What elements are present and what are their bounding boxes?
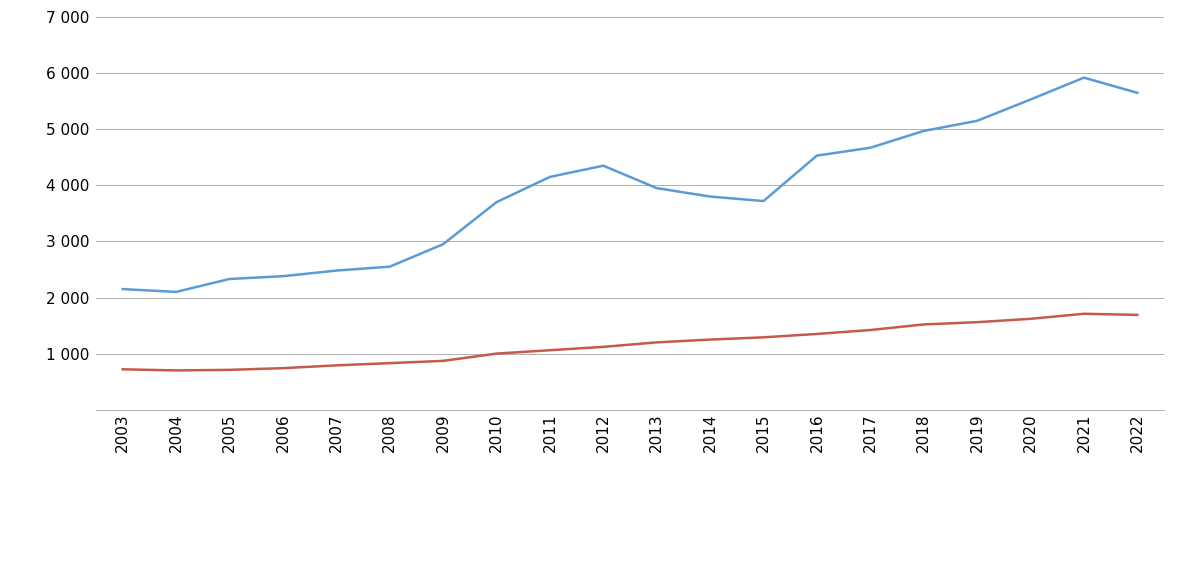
Unge over 18 år med barnevernstiltak bbox=[917, 127, 931, 134]
Unge over 18 år med barnevernstiltak bbox=[490, 199, 504, 205]
Unge over 18 år i fosterheim bbox=[1130, 311, 1145, 318]
Unge over 18 år med barnevernstiltak bbox=[383, 263, 397, 270]
Unge over 18 år i fosterheim bbox=[970, 319, 984, 325]
Unge over 18 år med barnevernstiltak bbox=[863, 145, 877, 151]
Unge over 18 år i fosterheim bbox=[383, 360, 397, 366]
Unge over 18 år med barnevernstiltak bbox=[329, 267, 343, 274]
Unge over 18 år i fosterheim bbox=[169, 367, 184, 374]
Unge over 18 år med barnevernstiltak bbox=[1024, 96, 1038, 103]
Unge over 18 år med barnevernstiltak bbox=[169, 288, 184, 295]
Unge over 18 år med barnevernstiltak bbox=[970, 117, 984, 124]
Unge over 18 år med barnevernstiltak bbox=[115, 286, 130, 292]
Unge over 18 år med barnevernstiltak bbox=[756, 197, 770, 204]
Unge over 18 år i fosterheim bbox=[1024, 315, 1038, 322]
Unge over 18 år i fosterheim bbox=[222, 366, 236, 373]
Unge over 18 år i fosterheim bbox=[490, 350, 504, 357]
Unge over 18 år med barnevernstiltak bbox=[436, 241, 450, 248]
Unge over 18 år med barnevernstiltak bbox=[542, 174, 557, 180]
Unge over 18 år i fosterheim bbox=[542, 347, 557, 354]
Line: Unge over 18 år med barnevernstiltak: Unge over 18 år med barnevernstiltak bbox=[122, 77, 1138, 292]
Unge over 18 år i fosterheim bbox=[756, 334, 770, 341]
Unge over 18 år med barnevernstiltak bbox=[703, 193, 718, 200]
Unge over 18 år i fosterheim bbox=[703, 336, 718, 343]
Unge over 18 år i fosterheim bbox=[863, 327, 877, 333]
Unge over 18 år i fosterheim bbox=[1076, 310, 1091, 317]
Unge over 18 år i fosterheim bbox=[436, 357, 450, 364]
Unge over 18 år med barnevernstiltak bbox=[810, 152, 824, 159]
Line: Unge over 18 år i fosterheim: Unge over 18 år i fosterheim bbox=[122, 314, 1138, 370]
Unge over 18 år i fosterheim bbox=[810, 331, 824, 337]
Unge over 18 år med barnevernstiltak bbox=[1076, 74, 1091, 81]
Unge over 18 år med barnevernstiltak bbox=[596, 162, 611, 169]
Unge over 18 år med barnevernstiltak bbox=[276, 273, 290, 279]
Unge over 18 år i fosterheim bbox=[276, 365, 290, 372]
Unge over 18 år i fosterheim bbox=[917, 321, 931, 328]
Unge over 18 år med barnevernstiltak bbox=[1130, 89, 1145, 96]
Unge over 18 år i fosterheim bbox=[596, 344, 611, 351]
Unge over 18 år i fosterheim bbox=[329, 362, 343, 369]
Unge over 18 år i fosterheim bbox=[115, 366, 130, 373]
Unge over 18 år med barnevernstiltak bbox=[222, 275, 236, 282]
Unge over 18 år i fosterheim bbox=[649, 339, 664, 346]
Unge over 18 år med barnevernstiltak bbox=[649, 185, 664, 192]
